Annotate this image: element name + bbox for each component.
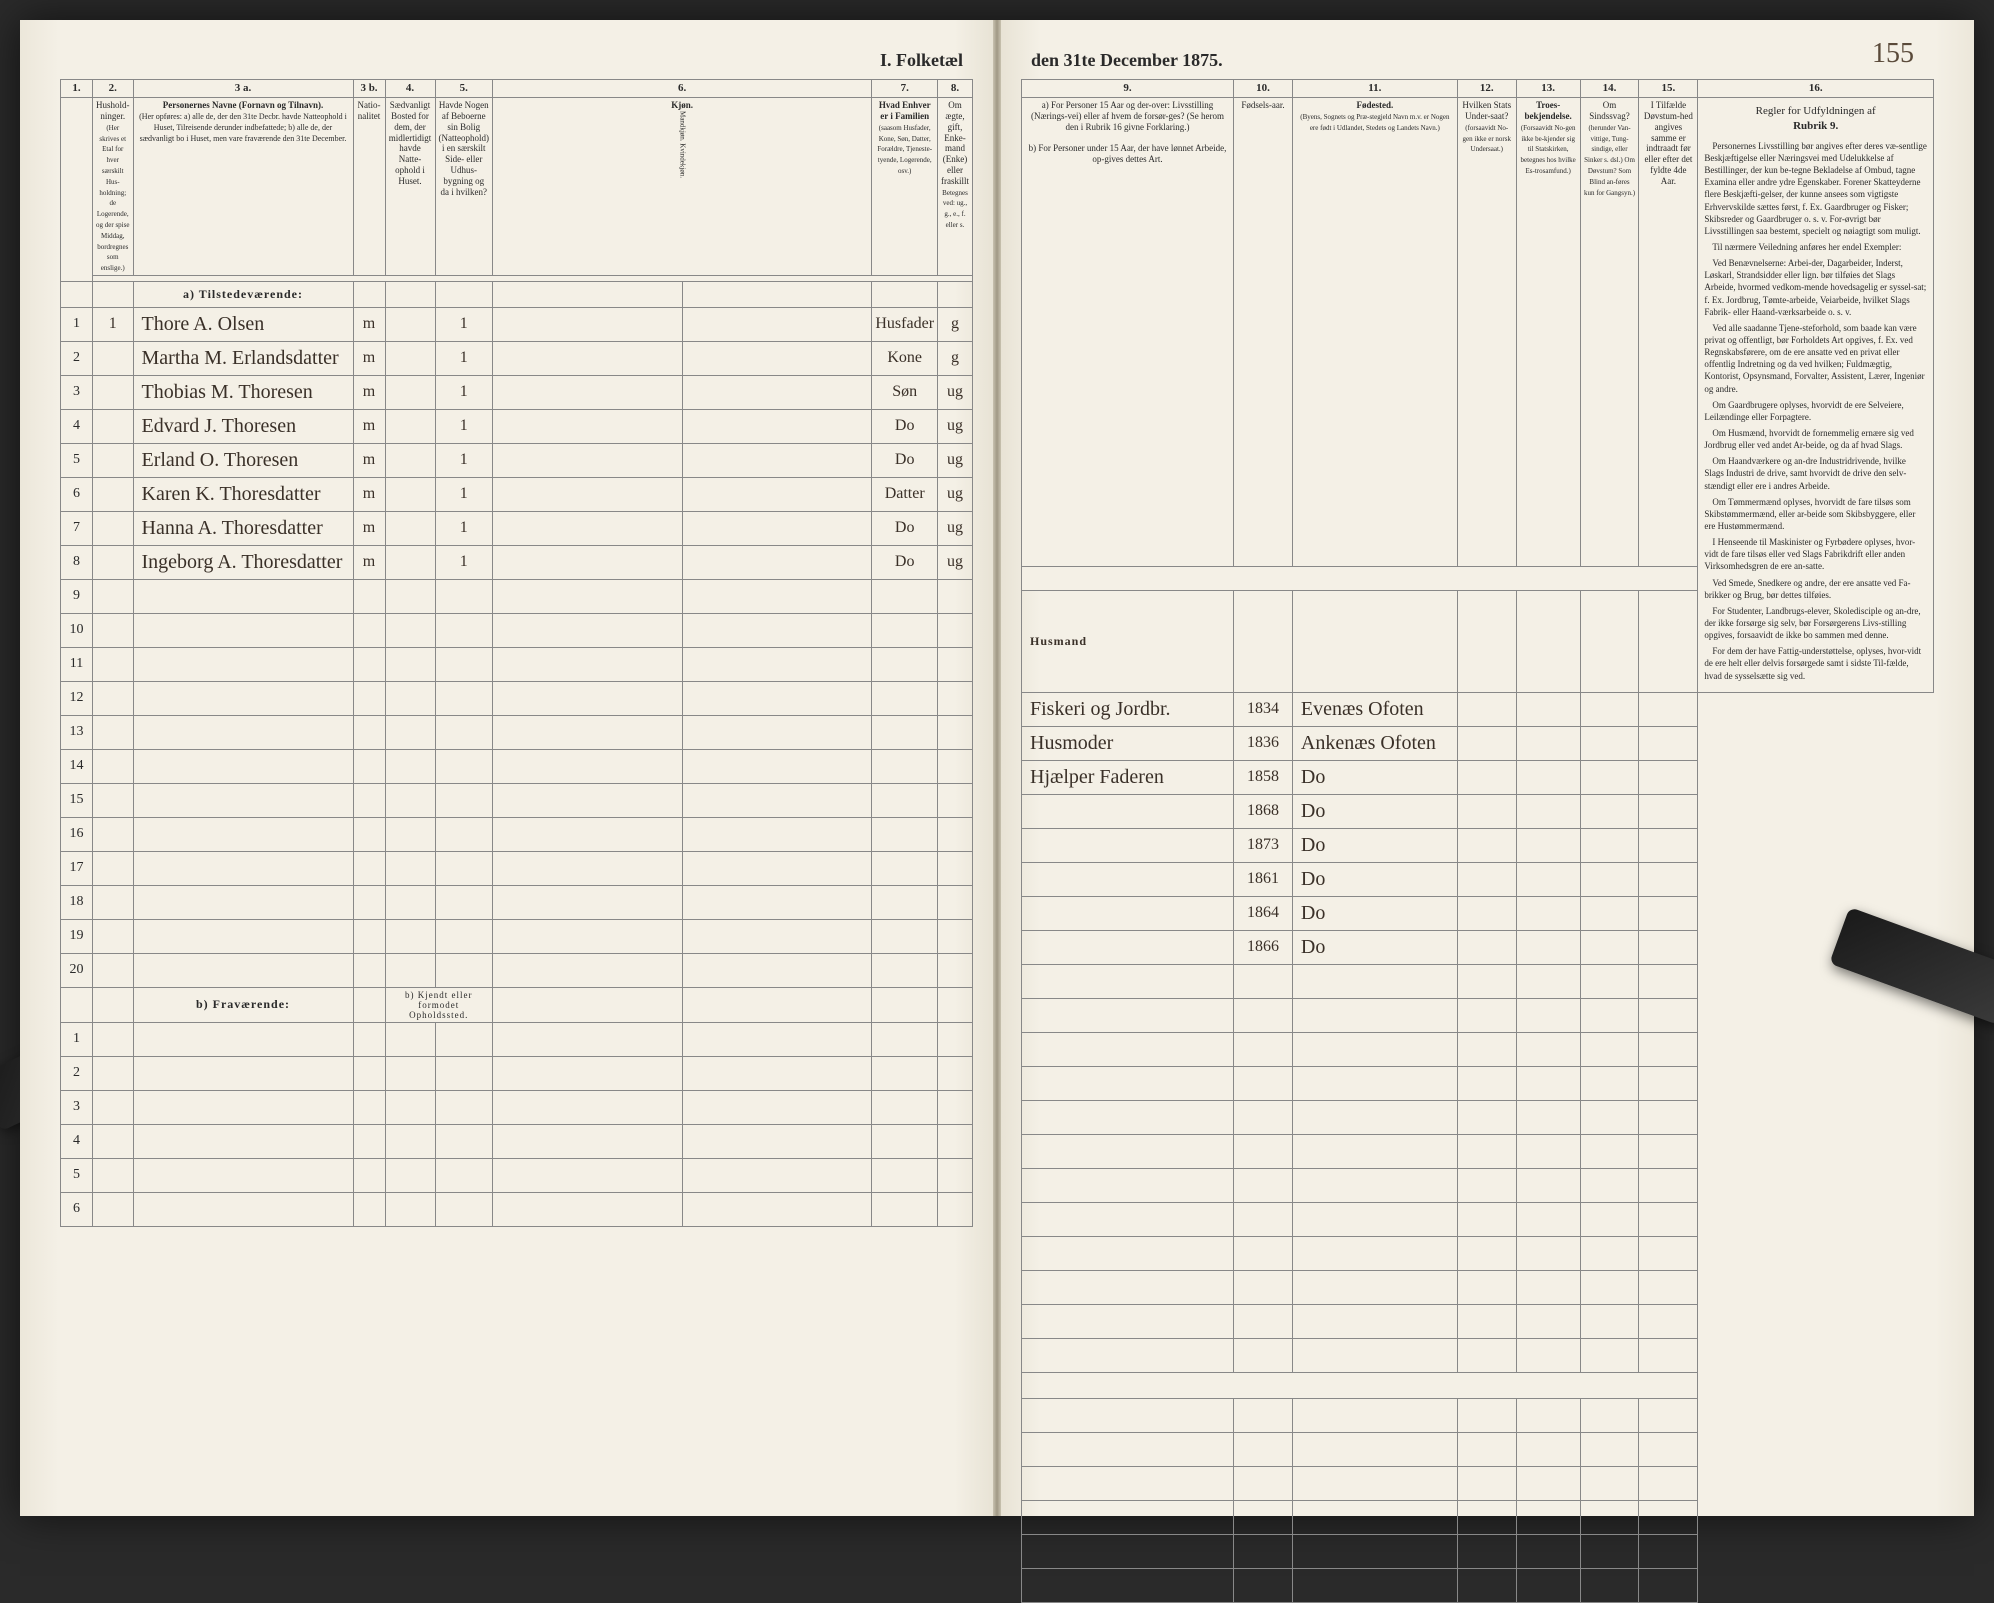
rules-paragraph: Om Husmænd, hvorvidt de fornemmelig ernæ… bbox=[1704, 427, 1927, 451]
table-row: 4 bbox=[61, 1124, 973, 1158]
table-row: 1864 Do bbox=[1022, 896, 1934, 930]
table-row: 2 bbox=[61, 1056, 973, 1090]
table-row bbox=[1022, 1270, 1934, 1304]
h7: Hvad Enhver er i Familien(saasom Husfade… bbox=[872, 98, 938, 276]
table-row: 1873 Do bbox=[1022, 828, 1934, 862]
table-row: 16 bbox=[61, 817, 973, 851]
rules-paragraph: Om Haandværkere og an-dre Industridriven… bbox=[1704, 455, 1927, 491]
table-row bbox=[1022, 1568, 1934, 1602]
census-table-right: 9. 10. 11. 12. 13. 14. 15. 16. a) For Pe… bbox=[1021, 79, 1934, 1603]
table-row: 1861 Do bbox=[1022, 862, 1934, 896]
table-row: 5 Erland O. Thoresen m 1 Do ug bbox=[61, 443, 973, 477]
h5: Havde Nogen af Beboerne sin Bolig (Natte… bbox=[435, 98, 492, 276]
rules-paragraph: For Studenter, Landbrugs-elever, Skoledi… bbox=[1704, 605, 1927, 641]
table-row: 6 bbox=[61, 1192, 973, 1226]
table-row: 6 Karen K. Thoresdatter m 1 Datter ug bbox=[61, 477, 973, 511]
h10: Fødsels-aar. bbox=[1234, 98, 1293, 567]
table-row: 11 bbox=[61, 647, 973, 681]
table-row: Fiskeri og Jordbr. 1834 Evenæs Ofoten bbox=[1022, 692, 1934, 726]
census-ledger: I. Folketæl 1. 2. 3 a. 3 b. 4. 5. 6. 7. … bbox=[20, 20, 1974, 1516]
table-row: 1868 Do bbox=[1022, 794, 1934, 828]
rules-paragraph: Om Gaardbrugere oplyses, hvorvidt de ere… bbox=[1704, 399, 1927, 423]
book-spine bbox=[993, 20, 1001, 1516]
table-row: Husmoder 1836 Ankenæs Ofoten bbox=[1022, 726, 1934, 760]
table-row bbox=[1022, 1202, 1934, 1236]
left-page: I. Folketæl 1. 2. 3 a. 3 b. 4. 5. 6. 7. … bbox=[20, 20, 993, 1516]
table-row: 12 bbox=[61, 681, 973, 715]
rules-paragraph: Til nærmere Veiledning anføres her endel… bbox=[1704, 241, 1927, 253]
rules-paragraph: Ved alle saadanne Tjene-steforhold, som … bbox=[1704, 322, 1927, 395]
rules-paragraph: Ved Smede, Snedkere og andre, der ere an… bbox=[1704, 577, 1927, 601]
table-row: 1866 Do bbox=[1022, 930, 1934, 964]
table-row bbox=[1022, 1466, 1934, 1500]
h11: Fødested.(Byens, Sognets og Præ-stegjeld… bbox=[1292, 98, 1457, 567]
col-number-row-r: 9. 10. 11. 12. 13. 14. 15. 16. bbox=[1022, 80, 1934, 98]
col-number-row: 1. 2. 3 a. 3 b. 4. 5. 6. 7. 8. bbox=[61, 80, 973, 98]
table-row: 9 bbox=[61, 579, 973, 613]
table-row bbox=[1022, 1500, 1934, 1534]
table-row bbox=[1022, 1032, 1934, 1066]
table-row: 2 Martha M. Erlandsdatter m 1 Kone g bbox=[61, 341, 973, 375]
h8: Om ægte, gift, Enke-mand (Enke) eller fr… bbox=[938, 98, 973, 276]
h12: Hvilken Stats Under-saat?(forsaavidt No-… bbox=[1457, 98, 1516, 567]
table-row: 10 bbox=[61, 613, 973, 647]
h14: Om Sindssvag?(herunder Van-vittige, Tung… bbox=[1580, 98, 1639, 567]
table-row bbox=[1022, 1100, 1934, 1134]
table-row: 14 bbox=[61, 749, 973, 783]
rules-paragraph: Om Tømmermænd oplyses, hvorvidt de fare … bbox=[1704, 496, 1927, 532]
table-row: 5 bbox=[61, 1158, 973, 1192]
table-row: 3 Thobias M. Thoresen m 1 Søn ug bbox=[61, 375, 973, 409]
section-b-label: b) Fraværende: b) Kjendt eller formodet … bbox=[61, 987, 973, 1022]
table-row: 18 bbox=[61, 885, 973, 919]
title-right: den 31te December 1875. bbox=[1021, 50, 1934, 71]
table-row bbox=[1022, 1534, 1934, 1568]
h9: a) For Personer 15 Aar og der-over: Livs… bbox=[1022, 98, 1234, 567]
table-row bbox=[1022, 1066, 1934, 1100]
h13: Troes-bekjendelse.(Forsaavidt No-gen ikk… bbox=[1516, 98, 1580, 567]
table-row bbox=[1022, 1168, 1934, 1202]
table-row: 7 Hanna A. Thoresdatter m 1 Do ug bbox=[61, 511, 973, 545]
table-row: 4 Edvard J. Thoresen m 1 Do ug bbox=[61, 409, 973, 443]
census-table-left: 1. 2. 3 a. 3 b. 4. 5. 6. 7. 8. Hushold- … bbox=[60, 79, 973, 1227]
rules-paragraph: For dem der have Fattig-understøttelse, … bbox=[1704, 645, 1927, 681]
col-header-row-r: a) For Personer 15 Aar og der-over: Livs… bbox=[1022, 98, 1934, 567]
table-row: 20 bbox=[61, 953, 973, 987]
rules-paragraph: Ved Benævnelserne: Arbei-der, Dagarbeide… bbox=[1704, 257, 1927, 318]
table-row: Hjælper Faderen 1858 Do bbox=[1022, 760, 1934, 794]
table-row bbox=[1022, 1398, 1934, 1432]
table-row: 1 1 Thore A. Olsen m 1 Husfader g bbox=[61, 307, 973, 341]
header-handwritten: Husmand bbox=[1022, 590, 1234, 692]
table-row bbox=[1022, 1236, 1934, 1270]
table-row bbox=[1022, 1338, 1934, 1372]
page-number: 155 bbox=[1872, 38, 1914, 70]
table-row: 17 bbox=[61, 851, 973, 885]
h2: Personernes Navne (Fornavn og Tilnavn).(… bbox=[133, 98, 353, 276]
table-row: 1 bbox=[61, 1022, 973, 1056]
rules-column: Regler for Udfyldningen afRubrik 9. Pers… bbox=[1698, 98, 1934, 692]
h15: I Tilfælde Døvstum-hed angives samme er … bbox=[1639, 98, 1698, 567]
rules-paragraph: I Henseende til Maskinister og Fyrbødere… bbox=[1704, 536, 1927, 572]
table-row: 3 bbox=[61, 1090, 973, 1124]
table-row: 19 bbox=[61, 919, 973, 953]
table-row: 8 Ingeborg A. Thoresdatter m 1 Do ug bbox=[61, 545, 973, 579]
table-row bbox=[1022, 1304, 1934, 1338]
h6: Kjøn.Mandkjøn. Kvindekjøn. bbox=[492, 98, 871, 276]
table-row bbox=[1022, 998, 1934, 1032]
right-page: 155 den 31te December 1875. 9. 10. 11. 1… bbox=[1001, 20, 1974, 1516]
rules-paragraph: Personernes Livsstilling bør angives eft… bbox=[1704, 140, 1927, 237]
section-a-label: a) Tilstedeværende: bbox=[61, 281, 973, 307]
h4: Sædvanligt Bosted for dem, der midlertid… bbox=[385, 98, 435, 276]
table-row bbox=[1022, 1134, 1934, 1168]
title-left: I. Folketæl bbox=[60, 50, 973, 71]
table-row bbox=[1022, 964, 1934, 998]
h1: Hushold- ninger.(Her skrives et Etal for… bbox=[93, 98, 134, 276]
h3: Natio-nalitet bbox=[353, 98, 385, 276]
table-row: 13 bbox=[61, 715, 973, 749]
table-row: 15 bbox=[61, 783, 973, 817]
col-header-row: Hushold- ninger.(Her skrives et Etal for… bbox=[61, 98, 973, 276]
table-row bbox=[1022, 1432, 1934, 1466]
